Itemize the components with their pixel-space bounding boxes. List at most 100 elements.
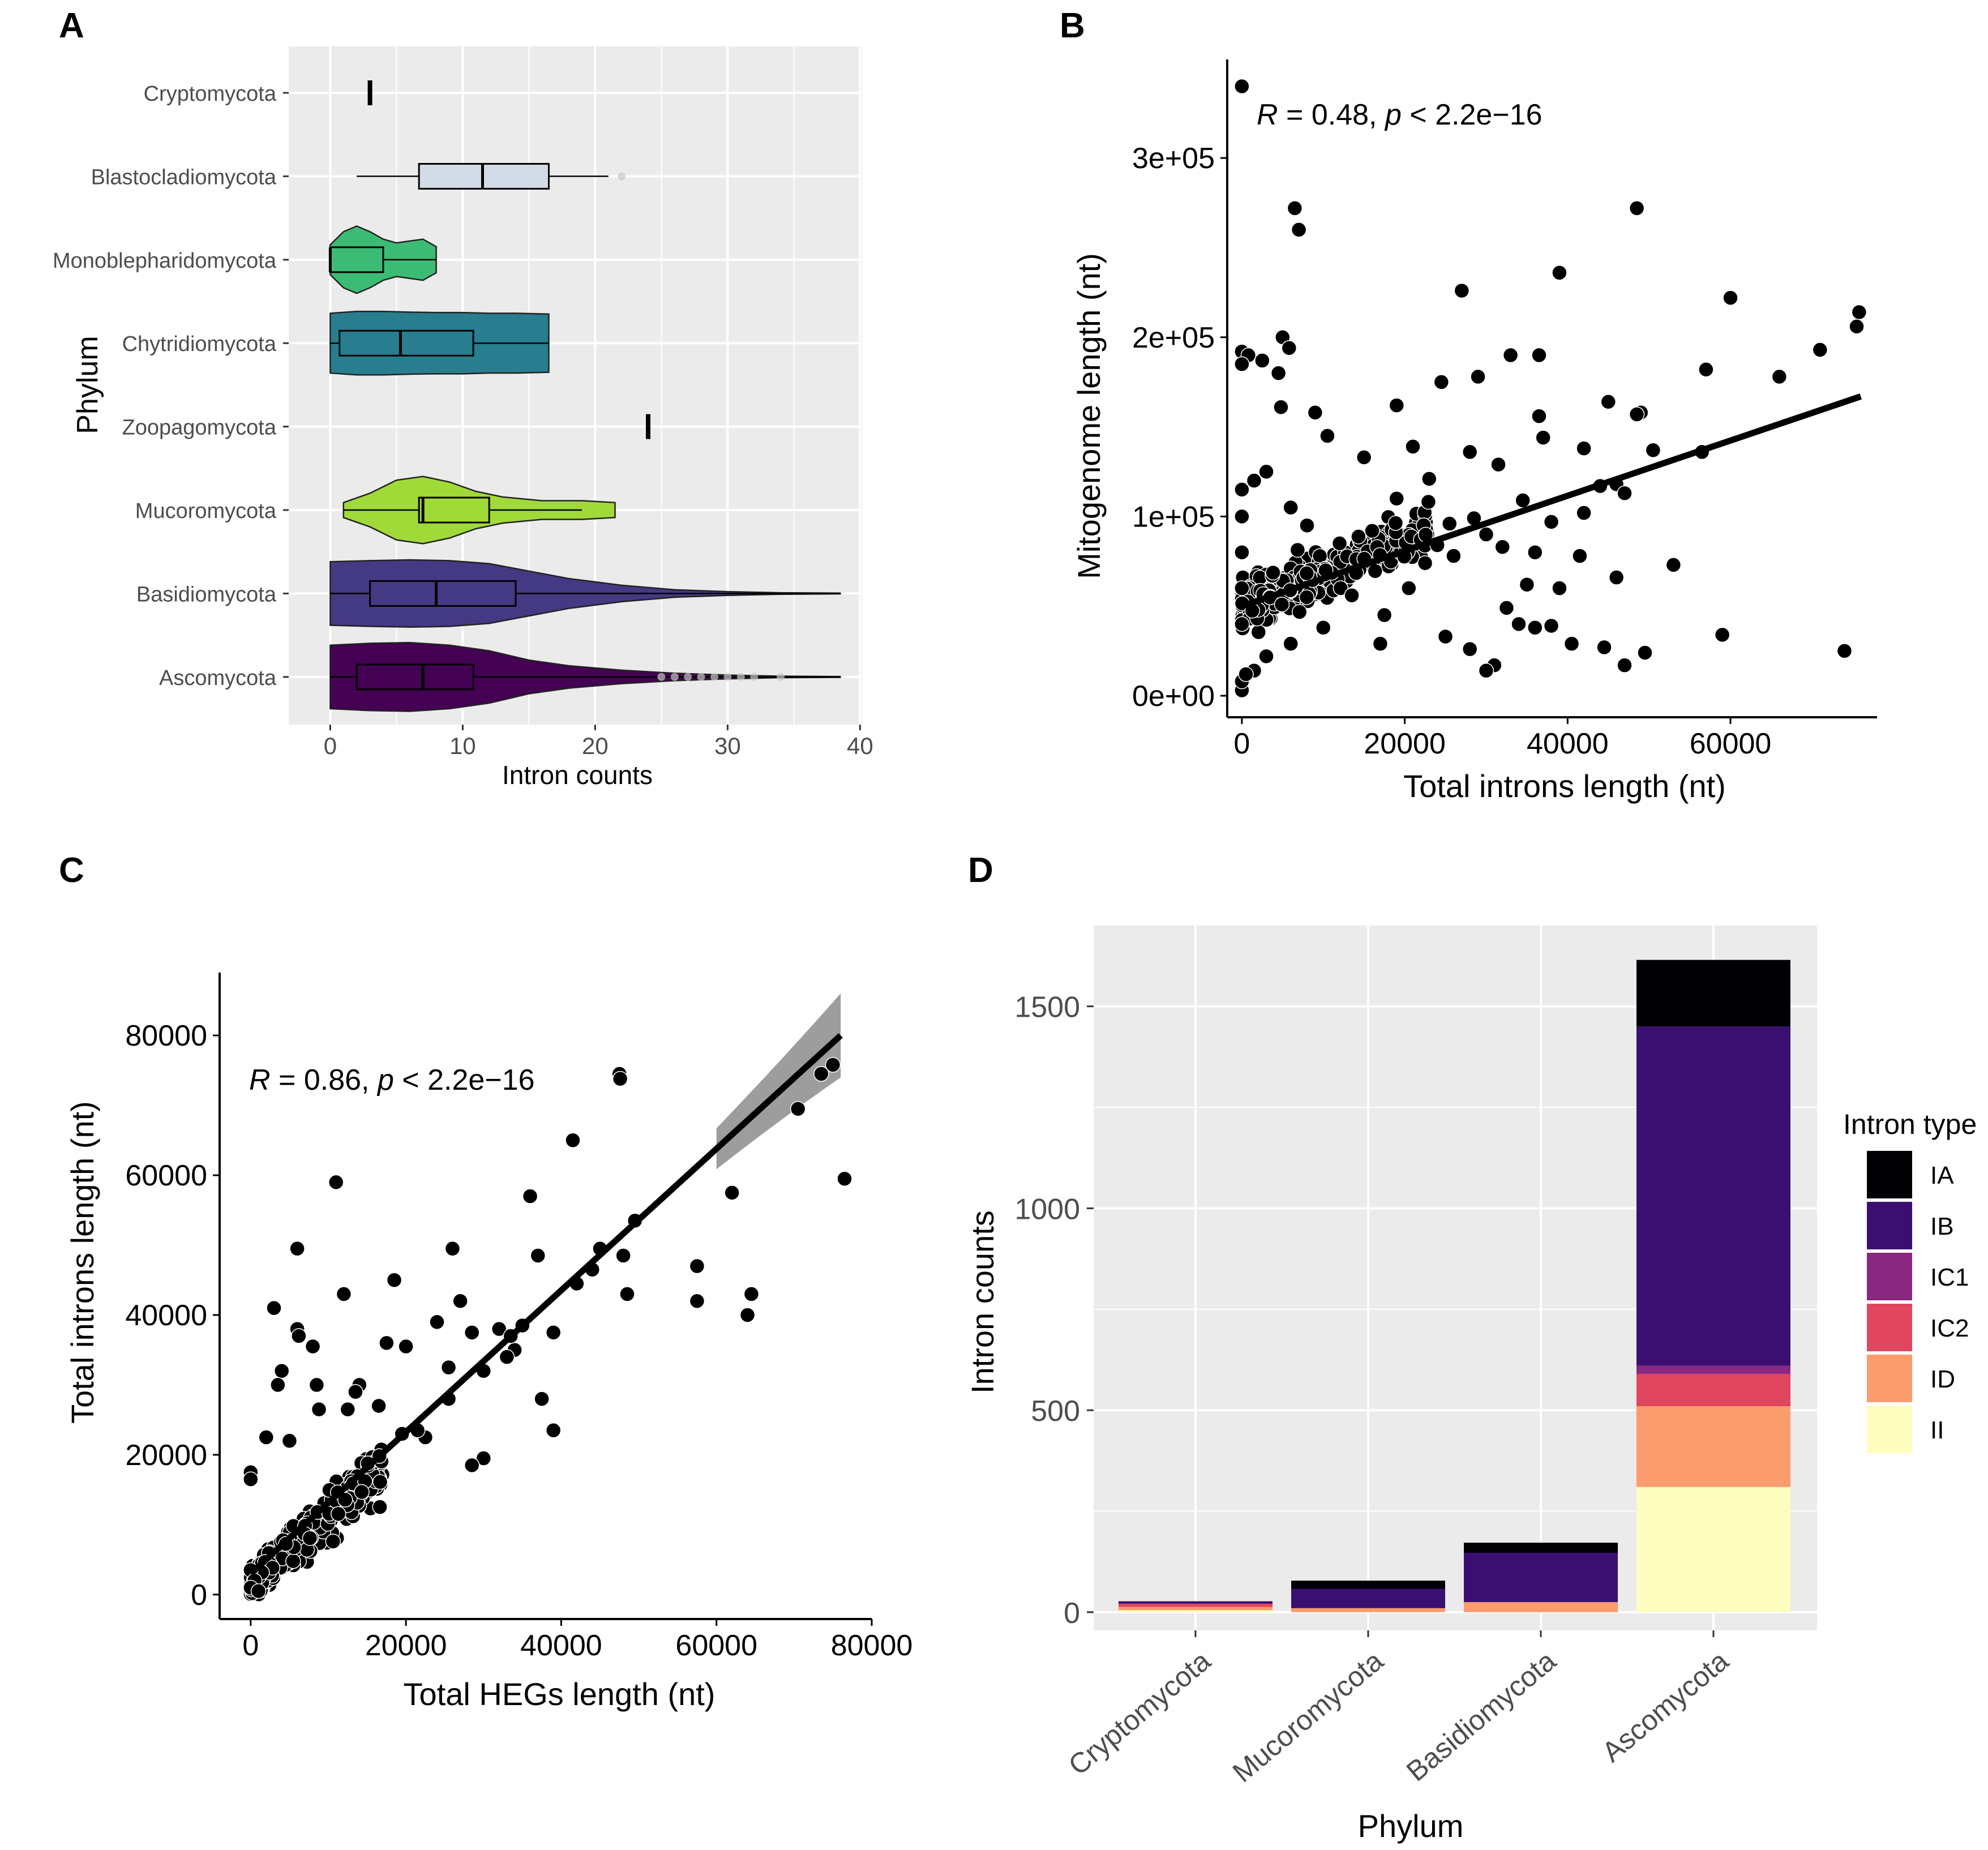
- panel-b-data-point: [1596, 639, 1612, 656]
- panel-c-x-tick-label: 0: [242, 1629, 259, 1662]
- panel-b-data-point: [1629, 406, 1645, 422]
- panel-b-data-point: [1287, 200, 1303, 216]
- panel-d-bar-segment: [1464, 1602, 1618, 1612]
- panel-b-x-tick-label: 40000: [1527, 727, 1609, 760]
- panel-b-data-point: [1405, 439, 1421, 455]
- panel-a-box: [369, 580, 517, 607]
- panel-b-data-point: [1543, 514, 1559, 530]
- panel-d-bar-segment: [1636, 1365, 1790, 1374]
- panel-d-bar-segment: [1636, 1406, 1790, 1487]
- panel-c-data-point: [285, 1553, 301, 1569]
- panel-c-data-point: [440, 1359, 457, 1376]
- panel-d-legend-key: [1867, 1253, 1912, 1300]
- panel-c-data-point: [311, 1401, 327, 1418]
- panel-label-b: B: [1060, 6, 1085, 45]
- panel-b-data-point: [1454, 282, 1470, 299]
- panel-b-data-point: [1389, 397, 1404, 413]
- panel-c-data-point: [545, 1422, 562, 1438]
- panel-d-legend-key: [1867, 1406, 1912, 1453]
- panel-b-data-point: [1319, 428, 1335, 444]
- panel-b-data-point: [1265, 564, 1281, 581]
- panel-b-data-point: [1552, 265, 1567, 281]
- panel-b-data-point: [1333, 580, 1349, 596]
- panel-b-data-point: [1515, 493, 1531, 508]
- panel-a-outlier: [684, 673, 692, 681]
- panel-a-category-label: Basidiomycota: [136, 583, 277, 606]
- panel-b-data-point: [1356, 449, 1372, 465]
- panel-a-violin-chart: Intron counts Phylum 0 10 20 30 40 Cryptomyco…: [53, 46, 873, 790]
- panel-b-data-point: [1292, 604, 1308, 620]
- panel-c-data-point: [305, 1338, 321, 1355]
- panel-b-data-point: [1258, 464, 1274, 479]
- panel-c-data-point: [266, 1300, 282, 1316]
- panel-c-data-point: [372, 1499, 388, 1515]
- panel-c-data-point: [243, 1471, 259, 1487]
- panel-b-data-point: [1531, 408, 1547, 424]
- panel-a-violin-shape: [342, 476, 616, 545]
- panel-d-xlabel: Phylum: [1358, 1808, 1464, 1844]
- panel-a-ylabel: Phylum: [71, 336, 104, 434]
- panel-c-data-point: [348, 1384, 363, 1400]
- panel-b-data-point: [1234, 580, 1250, 596]
- panel-b-scatter-chart: Total introns length (nt) Mitogenome len…: [1071, 59, 1877, 804]
- panel-b-data-point: [1511, 616, 1527, 632]
- panel-label-a: A: [59, 6, 84, 45]
- panel-b-data-point: [1576, 505, 1592, 521]
- panel-c-data-point: [813, 1066, 829, 1082]
- panel-c-y-tick-label: 60000: [125, 1159, 207, 1192]
- panel-a-x-tick-label: 30: [714, 733, 741, 759]
- panel-label-c: C: [59, 851, 84, 890]
- panel-d-bar-segment: [1119, 1607, 1273, 1611]
- panel-b-data-point: [1851, 304, 1867, 320]
- panel-b-x-tick-label: 20000: [1364, 727, 1446, 760]
- panel-b-data-point: [1836, 643, 1853, 659]
- panel-a-category-label: Blastocladiomycota: [91, 165, 277, 189]
- panel-c-data-point: [619, 1286, 635, 1302]
- panel-b-data-point: [1502, 347, 1519, 363]
- panel-c-y-tick-label: 0: [191, 1579, 207, 1612]
- panel-c-data-point: [429, 1314, 445, 1330]
- panel-a-x-tick-label: 40: [847, 733, 873, 759]
- panel-b-data-point: [1420, 494, 1437, 510]
- panel-b-data-point: [1572, 548, 1588, 564]
- panel-d-y-tick-label: 1000: [1014, 1193, 1080, 1226]
- panel-b-y-tick-label: 1e+05: [1132, 500, 1215, 533]
- panel-c-data-point: [837, 1171, 852, 1187]
- panel-b-data-point: [1849, 319, 1865, 335]
- panel-b-data-point: [1234, 482, 1250, 498]
- panel-b-data-point: [1437, 628, 1454, 645]
- panel-d-legend-key: [1867, 1202, 1912, 1249]
- panel-b-data-point: [1498, 600, 1515, 616]
- panel-b-data-point: [1372, 636, 1389, 652]
- panel-c-data-point: [336, 1286, 352, 1302]
- panel-d-bar-segment: [1636, 1373, 1790, 1407]
- panel-c-x-tick-label: 40000: [520, 1629, 602, 1662]
- panel-b-data-point: [1387, 515, 1404, 531]
- panel-a-outlier: [736, 673, 745, 681]
- panel-b-data-point: [1417, 555, 1433, 571]
- panel-d-legend-key: [1867, 1151, 1912, 1198]
- panel-b-data-point: [1714, 627, 1730, 643]
- panel-d-bar-segment: [1464, 1543, 1618, 1553]
- panel-c-data-point: [302, 1530, 318, 1546]
- panel-a-box: [355, 663, 474, 691]
- panel-d-bar-segment: [1291, 1608, 1445, 1612]
- panel-b-y-tick-label: 3e+05: [1132, 142, 1215, 175]
- panel-b-data-point: [1274, 597, 1290, 613]
- panel-b-data-point: [1527, 619, 1543, 636]
- panel-b-data-point: [1291, 222, 1307, 238]
- panel-c-data-point: [291, 1328, 307, 1344]
- panel-b-data-point: [1535, 430, 1551, 446]
- panel-a-xlabel: Intron counts: [502, 760, 653, 790]
- panel-c-data-point: [739, 1307, 756, 1323]
- panel-b-data-point: [1299, 589, 1315, 605]
- panel-c-data-point: [530, 1248, 546, 1264]
- panel-b-data-point: [1250, 624, 1267, 640]
- panel-a-category-label: Zoopagomycota: [122, 416, 277, 440]
- panel-d-legend-key: [1867, 1304, 1912, 1351]
- panel-b-data-point: [1576, 440, 1592, 456]
- panel-d-y-tick-label: 1500: [1014, 991, 1080, 1024]
- panel-c-data-point: [273, 1363, 290, 1379]
- panel-c-data-point: [354, 1484, 370, 1500]
- panel-b-data-point: [1665, 557, 1682, 573]
